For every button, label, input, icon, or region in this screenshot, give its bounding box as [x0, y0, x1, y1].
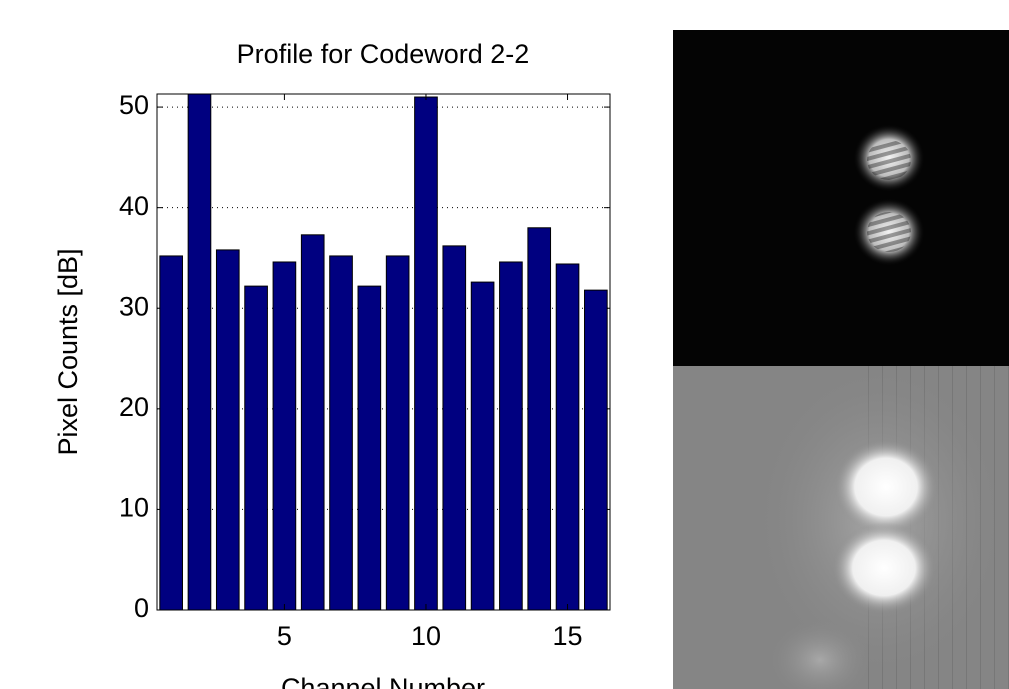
y-tick-label: 10	[119, 493, 149, 523]
bar	[442, 245, 467, 610]
bar	[470, 281, 495, 610]
bar	[357, 285, 382, 610]
x-axis-label: Channel Number	[281, 673, 485, 689]
bar	[555, 263, 580, 610]
camera-image-bottom	[673, 366, 1009, 689]
bar	[385, 255, 410, 610]
bar	[499, 261, 523, 610]
bar	[244, 285, 268, 610]
bar	[159, 255, 183, 610]
y-tick-label: 40	[119, 191, 149, 221]
bar	[272, 261, 297, 610]
axes-box	[156, 93, 611, 611]
x-tick-label: 5	[277, 621, 292, 651]
bar	[584, 289, 608, 610]
x-tick-label: 15	[553, 621, 583, 651]
x-tick-label: 10	[411, 621, 441, 651]
bar	[187, 94, 212, 610]
chart-title: Profile for Codeword 2-2	[237, 39, 530, 69]
y-axis-label: Pixel Counts [dB]	[53, 248, 83, 455]
bars	[159, 94, 608, 610]
y-tick-label: 50	[119, 90, 149, 120]
bar	[300, 234, 325, 610]
y-tick-label: 20	[119, 392, 149, 422]
y-tick-label: 30	[119, 291, 149, 321]
bar	[215, 249, 240, 610]
axes: 0 10 20 30 40 50 5 10 15	[119, 90, 611, 651]
bar	[527, 227, 552, 610]
camera-image-top	[673, 30, 1009, 366]
bar	[329, 255, 353, 610]
y-tick-label: 0	[134, 593, 149, 623]
bar	[414, 96, 438, 610]
